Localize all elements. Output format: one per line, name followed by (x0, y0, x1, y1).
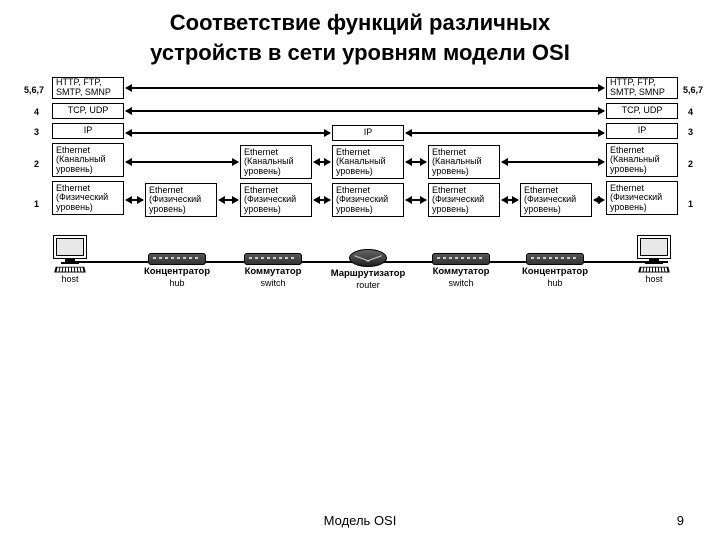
pc-icon-r (633, 235, 675, 273)
lvl-2-right: 2 (688, 159, 693, 169)
lab-hub2-en: hub (516, 278, 594, 288)
arrow-l1-1 (126, 199, 143, 201)
dev-host-left: host (40, 235, 100, 284)
lvl-1-right: 1 (688, 199, 693, 209)
lvl-3-right: 3 (688, 127, 693, 137)
lab-sw2-ru: Коммутатор (422, 266, 500, 277)
lvl-567-left: 5,6,7 (24, 85, 44, 95)
cell-tcp-r: TCP, UDP (606, 103, 678, 119)
lab-host-l: host (40, 274, 100, 284)
cell-sw2-l2: Ethernet (Канальный уровень) (428, 145, 500, 179)
lvl-3-left: 3 (34, 127, 39, 137)
cell-l2-l: Ethernet (Канальный уровень) (52, 143, 124, 177)
title-line2: устройств в сети уровням модели OSI (150, 40, 570, 65)
cell-rt-l1: Ethernet (Физический уровень) (332, 183, 404, 217)
lab-rt-en: router (326, 280, 410, 290)
footer-center: Модель OSI (324, 513, 397, 528)
cell-ip-r: IP (606, 123, 678, 139)
lab-sw2-en: switch (422, 278, 500, 288)
lab-host-r: host (624, 274, 684, 284)
cell-sw1-l2: Ethernet (Канальный уровень) (240, 145, 312, 179)
col-router: IP Ethernet (Канальный уровень) Ethernet… (332, 125, 404, 217)
cell-app-l: HTTP, FTP, SMTP, SMNP (52, 77, 124, 99)
switch2-icon (432, 253, 490, 265)
lab-sw1-ru: Коммутатор (234, 266, 312, 277)
col-host-right: HTTP, FTP, SMTP, SMNP TCP, UDP IP Ethern… (606, 77, 678, 215)
dev-hub2: Концентратор hub (516, 253, 594, 288)
arrow-l2-4 (502, 161, 604, 163)
col-host-left: HTTP, FTP, SMTP, SMNP TCP, UDP IP Ethern… (52, 77, 124, 215)
lvl-2-left: 2 (34, 159, 39, 169)
col-hub1: Ethernet (Физический уровень) (145, 183, 217, 217)
col-switch1: Ethernet (Канальный уровень) Ethernet (Ф… (240, 145, 312, 217)
cell-hub1-l1: Ethernet (Физический уровень) (145, 183, 217, 217)
osi-diagram: 5,6,7 4 3 2 1 5,6,7 4 3 2 1 HTTP, FTP, S… (10, 77, 710, 407)
lab-rt-ru: Маршрутизатор (326, 268, 410, 279)
dev-hub1: Концентратор hub (138, 253, 216, 288)
dev-host-right: host (624, 235, 684, 284)
title-line1: Соответствие функций различных (170, 10, 550, 35)
cell-l2-r: Ethernet (Канальный уровень) (606, 143, 678, 177)
cell-sw1-l1: Ethernet (Физический уровень) (240, 183, 312, 217)
col-switch2: Ethernet (Канальный уровень) Ethernet (Ф… (428, 145, 500, 217)
col-hub2: Ethernet (Физический уровень) (520, 183, 592, 217)
cell-hub2-l1: Ethernet (Физический уровень) (520, 183, 592, 217)
cell-sw2-l1: Ethernet (Физический уровень) (428, 183, 500, 217)
cell-rt-l2: Ethernet (Канальный уровень) (332, 145, 404, 179)
cell-tcp-l: TCP, UDP (52, 103, 124, 119)
cell-l1-r: Ethernet (Физический уровень) (606, 181, 678, 215)
router-icon (349, 249, 387, 267)
lvl-4-right: 4 (688, 107, 693, 117)
lab-hub2-ru: Концентратор (516, 266, 594, 277)
arrow-l2-2 (314, 161, 330, 163)
cell-l1-l: Ethernet (Физический уровень) (52, 181, 124, 215)
arrow-app (126, 87, 604, 89)
cell-app-r: HTTP, FTP, SMTP, SMNP (606, 77, 678, 99)
cell-rt-ip: IP (332, 125, 404, 141)
lvl-1-left: 1 (34, 199, 39, 209)
arrow-l1-6 (594, 199, 604, 201)
arrow-l2-3 (406, 161, 426, 163)
cell-ip-l: IP (52, 123, 124, 139)
page-number: 9 (677, 513, 684, 528)
lvl-4-left: 4 (34, 107, 39, 117)
pc-icon (49, 235, 91, 273)
lvl-567-right: 5,6,7 (683, 85, 703, 95)
dev-switch2: Коммутатор switch (422, 253, 500, 288)
lab-hub1-ru: Концентратор (138, 266, 216, 277)
arrow-ip-r (406, 132, 604, 134)
arrow-l1-5 (502, 199, 518, 201)
arrow-l1-3 (314, 199, 330, 201)
dev-router: Маршрутизатор router (326, 249, 410, 290)
lab-sw1-en: switch (234, 278, 312, 288)
switch-icon (244, 253, 302, 265)
arrow-l2-1 (126, 161, 238, 163)
hub2-icon (526, 253, 584, 265)
arrow-l1-4 (406, 199, 426, 201)
lab-hub1-en: hub (138, 278, 216, 288)
hub-icon (148, 253, 206, 265)
arrow-ip-l (126, 132, 330, 134)
arrow-l1-2 (219, 199, 238, 201)
arrow-tcp (126, 110, 604, 112)
dev-switch1: Коммутатор switch (234, 253, 312, 288)
